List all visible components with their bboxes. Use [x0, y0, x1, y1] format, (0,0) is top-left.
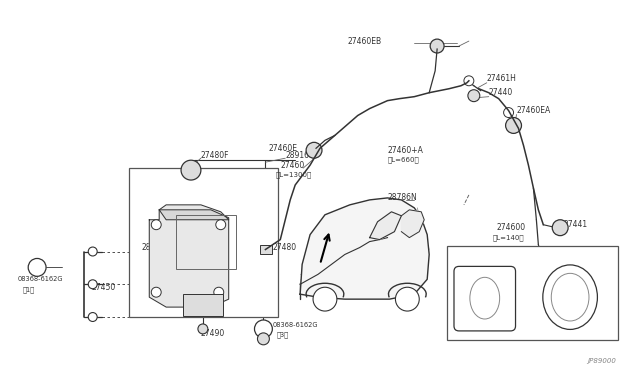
Circle shape [88, 312, 97, 321]
Circle shape [151, 287, 161, 297]
Text: φ15: φ15 [451, 315, 465, 321]
Text: 27460: 27460 [280, 161, 305, 170]
Text: 274600A: 274600A [507, 247, 541, 256]
Bar [176, 215, 236, 269]
Text: 27460EB: 27460EB [348, 36, 382, 46]
Circle shape [216, 220, 226, 230]
Text: （L=660）: （L=660） [387, 157, 419, 164]
Text: （L=140）: （L=140） [493, 234, 524, 241]
Text: 28786N: 28786N [387, 193, 417, 202]
Circle shape [151, 220, 161, 230]
Text: 28916: 28916 [285, 151, 309, 160]
Circle shape [464, 76, 474, 86]
Circle shape [506, 118, 522, 134]
Circle shape [504, 108, 513, 118]
Text: S: S [35, 263, 40, 272]
Text: 27460E: 27460E [268, 144, 298, 153]
Circle shape [255, 320, 273, 338]
Text: 28984N: 28984N [547, 247, 576, 256]
Text: （3）: （3） [276, 331, 289, 338]
Text: φ24: φ24 [525, 324, 539, 330]
Text: 27441: 27441 [563, 220, 588, 229]
Ellipse shape [543, 265, 597, 330]
Text: （1）: （1） [22, 286, 35, 292]
Text: 27460EA: 27460EA [516, 106, 551, 115]
Text: REAR WIPERLESS: REAR WIPERLESS [499, 253, 566, 262]
Circle shape [214, 287, 224, 297]
Circle shape [468, 90, 480, 102]
Text: 28921M: 28921M [141, 243, 172, 252]
Ellipse shape [470, 277, 500, 319]
Text: （L=790）: （L=790） [504, 258, 536, 265]
Circle shape [198, 324, 208, 334]
Text: φ18: φ18 [604, 257, 618, 263]
Bar [447, 246, 618, 340]
Circle shape [197, 298, 209, 310]
Text: 27480F: 27480F [201, 151, 229, 160]
Text: S: S [261, 324, 266, 333]
Text: 27490: 27490 [201, 329, 225, 339]
Text: 27450: 27450 [92, 283, 116, 292]
Bar [260, 244, 273, 254]
Text: （L=1300）: （L=1300） [275, 172, 312, 179]
Circle shape [306, 142, 322, 158]
Text: 27485: 27485 [193, 215, 217, 224]
Text: 08368-6162G: 08368-6162G [17, 276, 63, 282]
Polygon shape [370, 212, 401, 240]
Text: 27460+A: 27460+A [387, 146, 424, 155]
Text: 274600: 274600 [497, 223, 526, 232]
Circle shape [28, 259, 46, 276]
Text: 27440: 27440 [489, 88, 513, 97]
Text: JP89000: JP89000 [587, 358, 616, 364]
Circle shape [552, 220, 568, 235]
Circle shape [313, 287, 337, 311]
Bar [129, 168, 278, 317]
Text: 27480: 27480 [273, 243, 296, 252]
Polygon shape [401, 210, 424, 238]
Ellipse shape [551, 273, 589, 321]
Circle shape [88, 280, 97, 289]
Bar [183, 294, 223, 316]
Polygon shape [300, 198, 429, 299]
Polygon shape [159, 210, 228, 220]
Polygon shape [149, 205, 228, 307]
Text: 08368-6162G: 08368-6162G [273, 322, 318, 328]
Circle shape [257, 333, 269, 345]
Circle shape [88, 247, 97, 256]
FancyBboxPatch shape [454, 266, 516, 331]
Circle shape [396, 287, 419, 311]
Circle shape [430, 39, 444, 53]
Circle shape [181, 160, 201, 180]
Text: 27461H: 27461H [487, 74, 516, 83]
Text: 64892J: 64892J [471, 254, 497, 263]
